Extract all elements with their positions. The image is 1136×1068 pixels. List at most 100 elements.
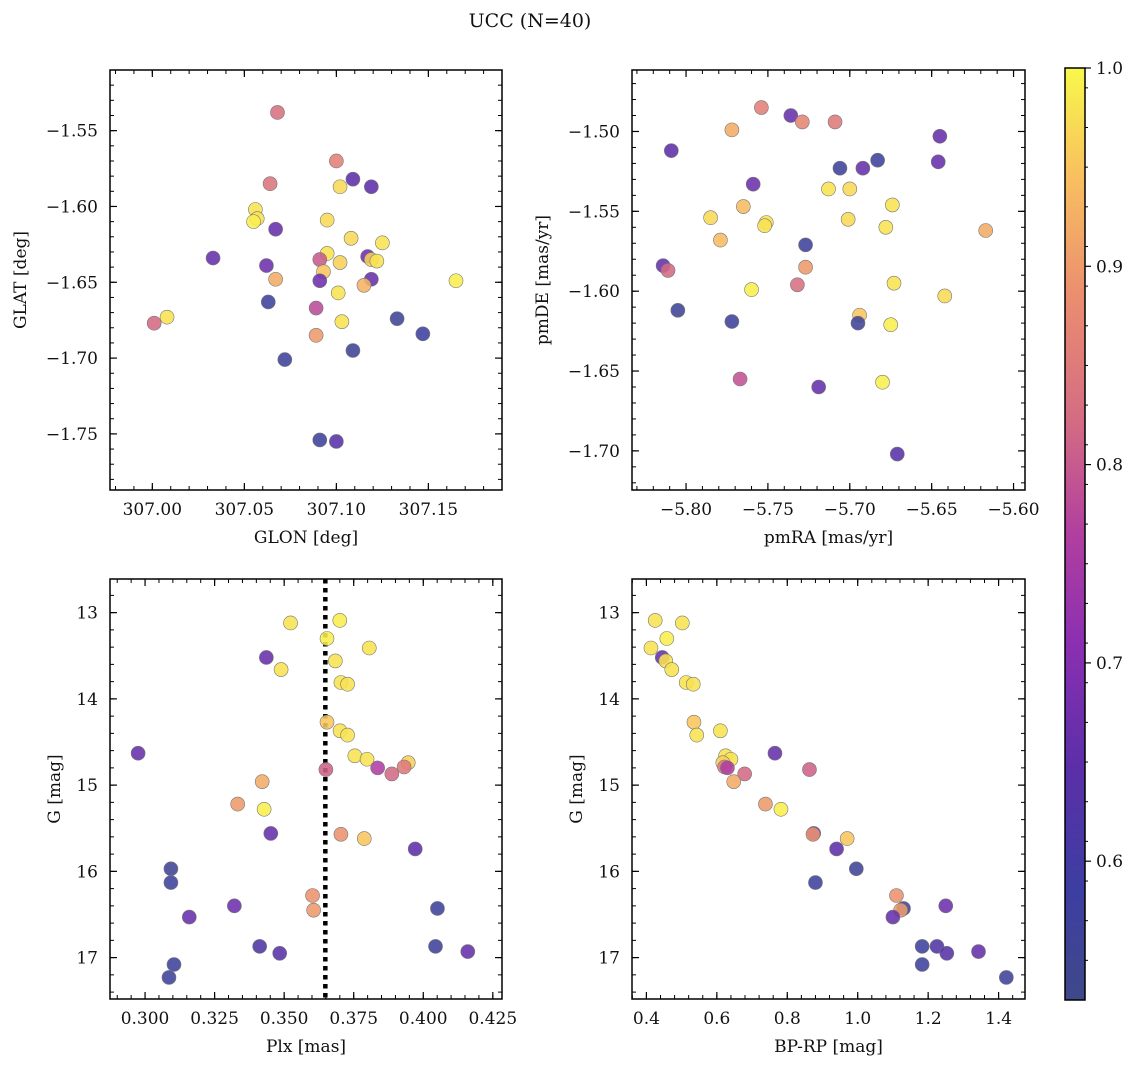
scatter-point	[161, 970, 177, 985]
scatter-point	[319, 714, 335, 730]
scatter-point	[333, 826, 349, 842]
y-axis-label: G [mag]	[45, 754, 65, 823]
scatter-point	[163, 861, 179, 877]
scatter-point	[428, 939, 443, 954]
scatter-point	[332, 179, 348, 195]
scatter-point	[356, 831, 372, 846]
scatter-point	[268, 271, 283, 287]
scatter-point	[885, 909, 901, 925]
scatter-point	[724, 314, 740, 329]
scatter-point	[713, 232, 728, 248]
scatter-point	[361, 640, 377, 656]
scatter-point	[790, 277, 805, 293]
scatter-point	[744, 282, 759, 297]
y-tick-label: −1.70	[46, 349, 98, 369]
y-tick-label: 14	[598, 690, 620, 710]
x-tick-label: 0.4	[633, 1009, 660, 1029]
axes-frame	[631, 578, 1026, 1000]
scatter-point	[334, 314, 350, 329]
y-tick-label: 16	[598, 862, 620, 882]
scatter-point	[163, 875, 179, 890]
scatter-point	[999, 970, 1014, 985]
scatter-point	[978, 223, 994, 238]
scatter-point	[840, 212, 856, 227]
scatter-point	[932, 128, 948, 144]
scatter-point	[889, 446, 905, 462]
scatter-point	[329, 153, 344, 169]
scatter-point	[364, 179, 379, 195]
y-tick-label: −1.70	[568, 442, 620, 462]
x-tick-label: 0.325	[190, 1009, 239, 1029]
y-tick-label: −1.65	[568, 362, 620, 382]
scatter-point	[842, 181, 858, 197]
points	[146, 105, 464, 449]
scatter-point	[821, 181, 836, 197]
scatter-point	[827, 114, 843, 130]
x-tick-label: 0.425	[468, 1009, 517, 1029]
points	[130, 613, 476, 985]
scatter-point	[308, 328, 324, 343]
scatter-point	[268, 221, 283, 237]
axes-frame	[631, 69, 1026, 491]
scatter-point	[259, 258, 274, 273]
scatter-point	[971, 944, 986, 959]
x-tick-label: 0.375	[329, 1009, 378, 1029]
points	[655, 100, 994, 462]
scatter-point	[849, 861, 864, 877]
scatter-point	[407, 841, 423, 857]
scatter-point	[686, 714, 702, 730]
scatter-point	[855, 160, 871, 176]
x-axis-label: Plx [mas]	[266, 1037, 346, 1057]
scatter-point	[312, 273, 328, 289]
x-tick-label: 0.300	[121, 1009, 170, 1029]
x-tick-label: −5.70	[824, 500, 876, 520]
scatter-point	[227, 898, 242, 914]
y-tick-label: −1.55	[568, 202, 620, 222]
scatter-point	[758, 796, 773, 812]
scatter-point	[689, 727, 705, 743]
scatter-point	[878, 220, 894, 235]
colorbar: 0.6 0.7 0.8 0.9 1.0	[1064, 59, 1123, 1001]
x-axis-label: pmRA [mas/yr]	[764, 528, 893, 548]
scatter-point	[811, 379, 826, 395]
x-tick-label: −5.60	[987, 500, 1039, 520]
scatter-point	[328, 653, 343, 669]
x-tick-label: 307.05	[215, 500, 274, 520]
x-axis-label: BP-RP [mag]	[774, 1037, 883, 1057]
scatter-point	[332, 613, 348, 628]
scatter-point	[319, 631, 335, 646]
scatter-point	[254, 774, 270, 789]
scatter-point	[130, 745, 146, 761]
y-tick-label: −1.50	[568, 122, 620, 142]
scatter-point	[757, 218, 772, 234]
scatter-point	[937, 288, 953, 304]
x-tick-label: 0.8	[774, 1009, 801, 1029]
scatter-point	[675, 615, 690, 631]
x-tick-label: −5.75	[742, 500, 794, 520]
scatter-point	[389, 311, 405, 326]
panel-glon-glat: 307.00 307.05 307.10 307.15 −1.55 −1.60 −1.65 −…	[11, 69, 503, 548]
scatter-point	[340, 676, 355, 692]
scatter-point	[370, 760, 385, 776]
scatter-point	[685, 676, 701, 692]
scatter-point	[343, 231, 359, 246]
scatter-point	[885, 197, 900, 213]
x-tick-label: 307.00	[123, 500, 182, 520]
scatter-point	[306, 902, 321, 918]
scatter-point	[737, 766, 752, 782]
colorbar-ticks: 0.6 0.7 0.8 0.9 1.0	[1085, 59, 1123, 961]
scatter-point	[312, 252, 328, 267]
scatter-point	[283, 615, 298, 631]
scatter-point	[256, 801, 272, 817]
scatter-point	[415, 326, 431, 342]
scatter-point	[886, 275, 902, 291]
scatter-point	[396, 759, 412, 775]
y-tick-label: 13	[76, 604, 98, 624]
colorbar-tick-label: 0.8	[1096, 456, 1123, 476]
x-tick-label: −5.65	[906, 500, 958, 520]
scatter-point	[263, 826, 279, 841]
scatter-point	[205, 250, 221, 266]
y-tick-label: 13	[598, 604, 620, 624]
axes-frame	[109, 69, 503, 491]
colorbar-tick-label: 0.9	[1096, 257, 1123, 277]
